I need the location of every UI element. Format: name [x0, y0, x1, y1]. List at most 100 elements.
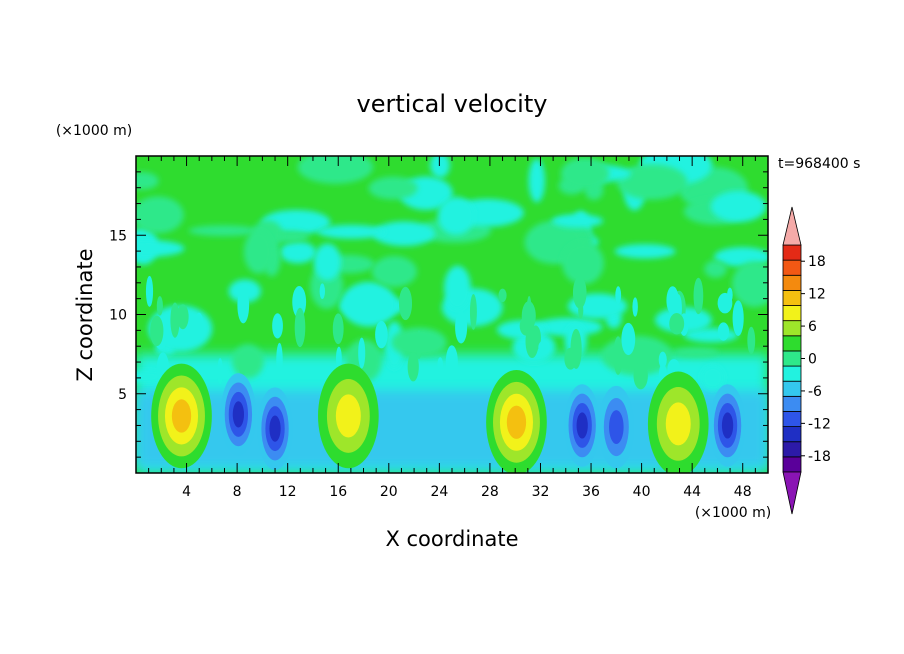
- texture-patch: [673, 347, 719, 358]
- texture-patch: [444, 265, 471, 310]
- texture-streak: [170, 302, 180, 338]
- downdraft-cell-contour: [232, 401, 245, 428]
- colorbar-segment: [782, 244, 802, 261]
- texture-streak: [669, 313, 685, 335]
- colorbar-segment: [782, 380, 802, 397]
- colorbar-segment: [782, 320, 802, 337]
- colorbar-tick-label: -12: [808, 416, 831, 432]
- colorbar-segment: [782, 274, 802, 291]
- texture-patch: [368, 176, 418, 200]
- updraft-cell: [647, 371, 709, 473]
- downdraft-cell: [257, 387, 293, 470]
- texture-patch: [561, 241, 604, 285]
- colorbar-segment: [782, 289, 802, 306]
- texture-streak: [217, 357, 223, 385]
- texture-streak: [613, 336, 623, 375]
- texture-streak: [538, 340, 550, 355]
- updraft-cell-contour: [506, 405, 527, 439]
- texture-patch: [614, 244, 676, 259]
- downdraft-cell: [598, 385, 635, 469]
- x-tick-label: 12: [279, 484, 297, 500]
- x-tick-label: 28: [481, 484, 499, 500]
- colorbar-segment: [782, 426, 802, 443]
- y-tick-label: 15: [109, 228, 127, 244]
- texture-patch: [701, 365, 725, 390]
- x-tick-label: 16: [329, 484, 347, 500]
- colorbar-over-arrow: [782, 206, 802, 246]
- texture-streak: [693, 277, 704, 315]
- y-axis-label: Z coordinate: [73, 248, 97, 381]
- x-tick-label: 4: [182, 484, 191, 500]
- colorbar-tick-label: -6: [808, 384, 822, 400]
- updraft-cell-contour: [665, 402, 691, 446]
- texture-patch: [188, 225, 258, 237]
- colorbar-tick-label: 0: [808, 352, 817, 368]
- x-tick-label: 8: [233, 484, 242, 500]
- texture-streak: [375, 320, 388, 349]
- downdraft-cell-contour: [721, 412, 734, 439]
- downdraft-cell-contour: [576, 412, 588, 439]
- texture-patch: [340, 281, 397, 327]
- texture-patch: [533, 317, 603, 337]
- texture-patch: [528, 158, 546, 203]
- texture-streak: [732, 300, 744, 336]
- texture-streak: [717, 292, 733, 314]
- texture-patch: [136, 240, 185, 257]
- colorbar-tick-label: 18: [808, 254, 826, 270]
- texture-streak: [150, 315, 164, 347]
- colorbar-tick-label: -18: [808, 449, 831, 465]
- texture-streak: [445, 345, 458, 380]
- colorbar-segment: [782, 441, 802, 458]
- texture-streak: [526, 295, 532, 333]
- colorbar-under-arrow: [782, 471, 802, 515]
- texture-patch: [313, 243, 342, 281]
- texture-patch: [437, 196, 475, 235]
- texture-streak: [572, 276, 587, 309]
- convective-cells: [151, 363, 746, 473]
- texture-streak: [272, 313, 283, 339]
- plot-area: [136, 156, 768, 473]
- texture-patch: [317, 224, 386, 239]
- texture-streak: [239, 354, 246, 378]
- texture-streak: [717, 322, 730, 341]
- colorbar-tick-label: 12: [808, 287, 826, 303]
- texture-streak: [145, 275, 154, 307]
- texture-streak: [615, 286, 622, 305]
- colorbar-tick-label: 6: [808, 319, 817, 335]
- downdraft-cell: [709, 384, 746, 467]
- texture-streak: [632, 297, 638, 317]
- downdraft-cell-contour: [269, 415, 281, 442]
- texture-patch: [430, 156, 450, 178]
- colorbar-segment: [782, 305, 802, 322]
- texture-patch: [710, 190, 767, 223]
- downdraft-cell: [564, 384, 600, 467]
- texture-streak: [633, 362, 648, 390]
- texture-streak: [455, 311, 468, 344]
- downdraft-cell: [220, 373, 257, 456]
- texture-patch: [297, 156, 374, 184]
- texture-streak: [578, 302, 584, 319]
- colorbar-segment: [782, 259, 802, 276]
- colorbar-segment: [782, 395, 802, 412]
- texture-patch: [371, 256, 417, 288]
- x-tick-label: 48: [734, 484, 752, 500]
- colorbar-segment: [782, 335, 802, 352]
- updraft-cell-contour: [335, 394, 361, 438]
- texture-patch: [616, 164, 688, 200]
- y-tick-label: 10: [109, 308, 127, 324]
- x-axis-label: X coordinate: [385, 527, 518, 551]
- updraft-cell: [318, 363, 379, 469]
- texture-streak: [156, 296, 163, 316]
- texture-streak: [658, 351, 667, 368]
- texture-streak: [407, 352, 419, 382]
- colorbar-segment: [782, 365, 802, 382]
- downdraft-cell-contour: [609, 410, 624, 445]
- texture-streak: [294, 307, 306, 348]
- x-axis-ticks: 4 8 12 16 20 24 28 32 36 40 44 48: [148, 156, 756, 500]
- texture-patch: [372, 221, 436, 247]
- texture-streak: [319, 283, 326, 300]
- x-tick-label: 32: [532, 484, 550, 500]
- colorbar-segment: [782, 350, 802, 367]
- updraft-cell: [486, 369, 547, 473]
